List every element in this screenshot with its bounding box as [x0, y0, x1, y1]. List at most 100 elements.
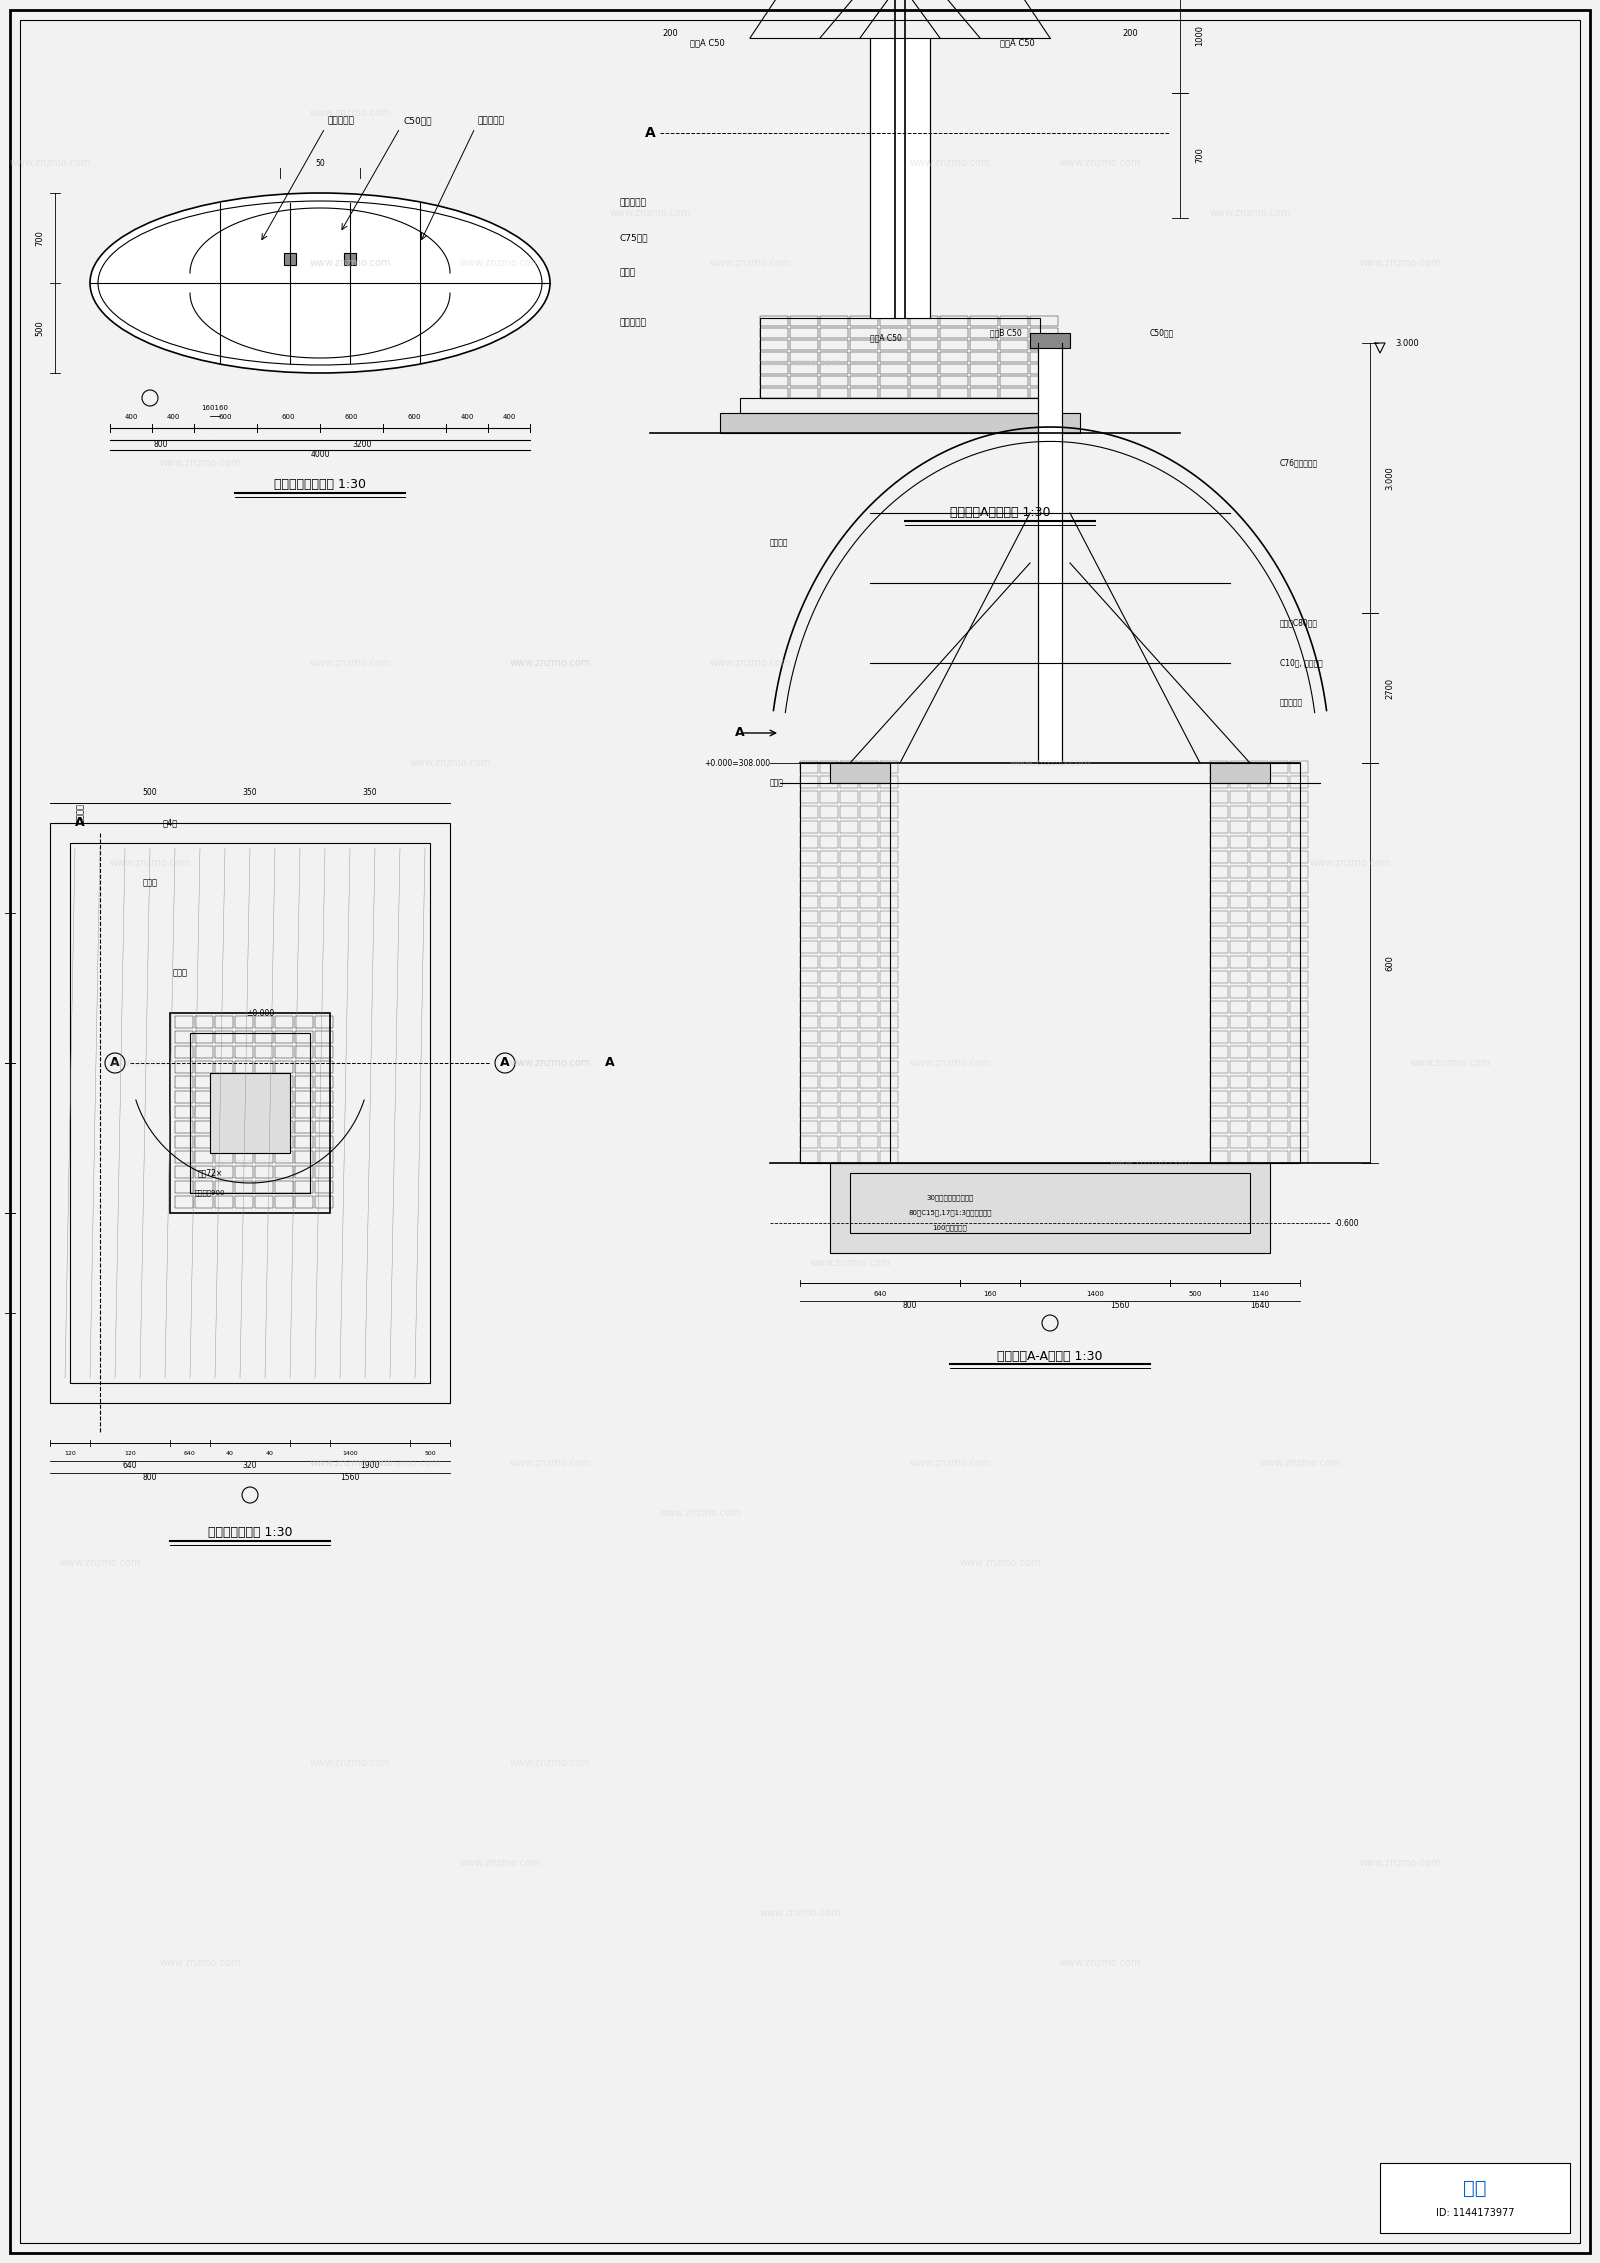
Text: 640: 640	[184, 1451, 195, 1455]
Text: 200: 200	[1122, 29, 1138, 38]
Bar	[880, 760, 898, 774]
Bar	[861, 896, 878, 907]
Bar	[861, 1046, 878, 1059]
Bar	[970, 339, 998, 351]
Bar	[1290, 806, 1309, 817]
Bar	[1290, 821, 1309, 833]
Bar	[1210, 1120, 1229, 1134]
Text: 弧形阳光板: 弧形阳光板	[478, 115, 506, 124]
Bar	[1000, 376, 1027, 387]
Text: www.znzmo.com: www.znzmo.com	[810, 1258, 891, 1267]
Bar	[739, 398, 1059, 414]
Bar	[214, 1061, 234, 1073]
Bar	[1230, 1075, 1248, 1089]
Bar	[1210, 851, 1229, 862]
Bar	[214, 1032, 234, 1043]
Bar	[941, 317, 968, 326]
Bar	[800, 1152, 818, 1163]
Bar	[880, 1107, 898, 1118]
Bar	[941, 353, 968, 362]
Bar	[840, 835, 858, 849]
Bar	[275, 1046, 293, 1059]
Bar	[1290, 1091, 1309, 1102]
Bar	[195, 1107, 213, 1118]
Text: www.znzmo.com: www.znzmo.com	[760, 358, 840, 369]
Bar	[294, 1075, 314, 1089]
Bar	[315, 1165, 333, 1179]
Bar	[840, 867, 858, 878]
Bar	[840, 1136, 858, 1147]
Bar	[1000, 339, 1027, 351]
Bar	[880, 851, 898, 862]
Bar	[880, 867, 898, 878]
Bar	[970, 387, 998, 398]
Text: 1400: 1400	[1086, 1290, 1104, 1297]
Bar	[970, 353, 998, 362]
Bar	[1270, 821, 1288, 833]
Bar	[970, 317, 998, 326]
Bar	[315, 1032, 333, 1043]
Bar	[1290, 1075, 1309, 1089]
Bar	[850, 353, 878, 362]
Bar	[1290, 1152, 1309, 1163]
Bar	[275, 1091, 293, 1102]
Bar	[910, 387, 938, 398]
Bar	[880, 1061, 898, 1073]
Bar	[294, 1181, 314, 1193]
Bar	[1250, 1136, 1267, 1147]
Bar	[819, 1107, 838, 1118]
Bar	[1230, 1152, 1248, 1163]
Bar	[941, 364, 968, 373]
Bar	[1379, 2163, 1570, 2234]
Bar	[1230, 851, 1248, 862]
Bar	[861, 1152, 878, 1163]
Text: www.znzmo.com: www.znzmo.com	[309, 109, 390, 118]
Bar	[294, 1120, 314, 1134]
Text: www.znzmo.com: www.znzmo.com	[760, 1908, 840, 1919]
Bar	[1270, 912, 1288, 923]
Text: C75钢管: C75钢管	[621, 233, 648, 242]
Bar	[195, 1152, 213, 1163]
Bar	[1210, 941, 1229, 953]
Bar	[910, 364, 938, 373]
Bar	[861, 955, 878, 969]
Bar	[840, 851, 858, 862]
Bar	[1290, 1107, 1309, 1118]
Bar	[819, 364, 848, 373]
Bar	[1230, 821, 1248, 833]
Text: 1560: 1560	[341, 1473, 360, 1482]
Bar	[254, 1181, 274, 1193]
Text: 3200: 3200	[352, 439, 371, 448]
Bar	[819, 317, 848, 326]
Text: 1560: 1560	[1110, 1301, 1130, 1310]
Text: www.znzmo.com: www.znzmo.com	[459, 258, 541, 267]
Bar	[861, 1032, 878, 1043]
Bar	[1210, 926, 1229, 937]
Bar	[840, 1032, 858, 1043]
Bar	[840, 1061, 858, 1073]
Bar	[294, 1197, 314, 1208]
Bar	[1210, 806, 1229, 817]
Text: www.znzmo.com: www.znzmo.com	[1309, 1457, 1390, 1469]
Bar	[1250, 880, 1267, 894]
Text: 320: 320	[243, 1462, 258, 1471]
Text: 木座凳: 木座凳	[621, 269, 637, 278]
Bar	[760, 387, 787, 398]
Bar	[819, 821, 838, 833]
Text: www.znzmo.com: www.znzmo.com	[459, 1858, 541, 1867]
Bar	[941, 339, 968, 351]
Bar	[214, 1091, 234, 1102]
Bar	[1270, 1120, 1288, 1134]
Bar	[1250, 867, 1267, 878]
Bar	[254, 1075, 274, 1089]
Bar	[840, 792, 858, 803]
Text: 窗洞72×: 窗洞72×	[197, 1168, 222, 1177]
Bar	[819, 1120, 838, 1134]
Text: 600: 600	[1386, 955, 1394, 971]
Bar	[760, 328, 787, 337]
Bar	[880, 376, 909, 387]
Bar	[315, 1075, 333, 1089]
Bar	[880, 1032, 898, 1043]
Text: 道路边线: 道路边线	[75, 803, 85, 824]
Text: www.znzmo.com: www.znzmo.com	[1010, 758, 1091, 767]
